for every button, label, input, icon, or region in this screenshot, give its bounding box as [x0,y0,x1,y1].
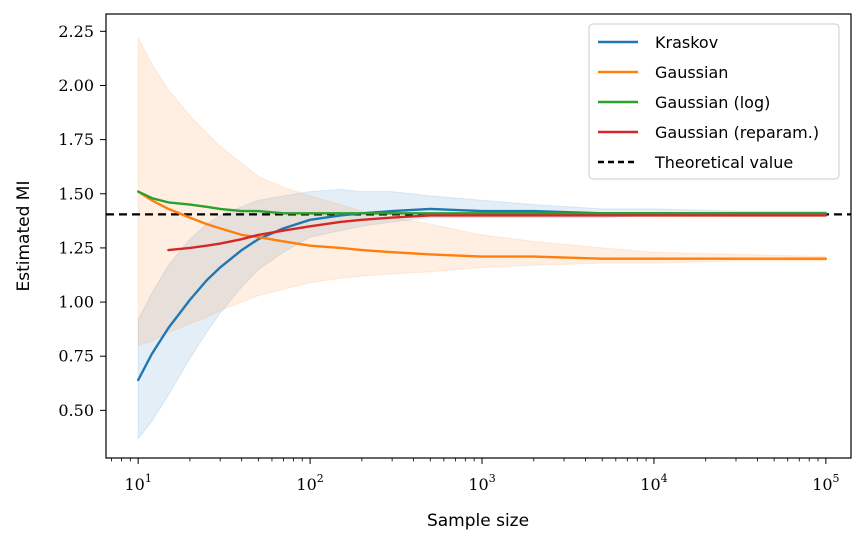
x-tick-label-3: 104 [640,472,667,494]
x-tick-label-4: 105 [812,472,839,494]
legend-label-3: Gaussian (reparam.) [655,123,819,142]
legend-label-4: Theoretical value [654,153,793,172]
y-axis-ticks: 0.50 0.75 1.00 1.25 1.50 1.75 2.00 2.25 [58,22,106,420]
series-line-3 [167,214,828,252]
y-tick-label-5: 1.75 [58,130,94,149]
legend-label-2: Gaussian (log) [655,93,770,112]
y-tick-label-6: 2.00 [58,76,94,95]
legend: Kraskov Gaussian Gaussian (log) Gaussian (r… [588,23,840,180]
legend-label-1: Gaussian [655,63,728,82]
y-tick-label-2: 1.00 [58,293,94,312]
series-line-2 [136,190,828,215]
x-axis-label: Sample size [427,511,529,531]
y-tick-label-0: 0.50 [58,401,94,420]
y-tick-label-1: 0.75 [58,347,94,366]
legend-label-0: Kraskov [655,33,718,52]
series-line-1 [136,190,828,260]
y-tick-label-7: 2.25 [58,22,94,41]
plot-area-frame [105,13,852,459]
confidence-band-1 [137,37,827,347]
x-tick-label-2: 103 [468,472,495,494]
legend-box [588,23,840,180]
x-axis-ticks: 101 102 103 104 105 [111,458,840,494]
x-tick-label-0: 101 [124,472,151,494]
y-axis-label: Estimated MI [14,181,34,292]
y-tick-label-4: 1.50 [58,184,94,203]
x-tick-label-1: 102 [296,472,323,494]
series-lines [136,190,828,382]
y-tick-label-3: 1.25 [58,238,94,257]
